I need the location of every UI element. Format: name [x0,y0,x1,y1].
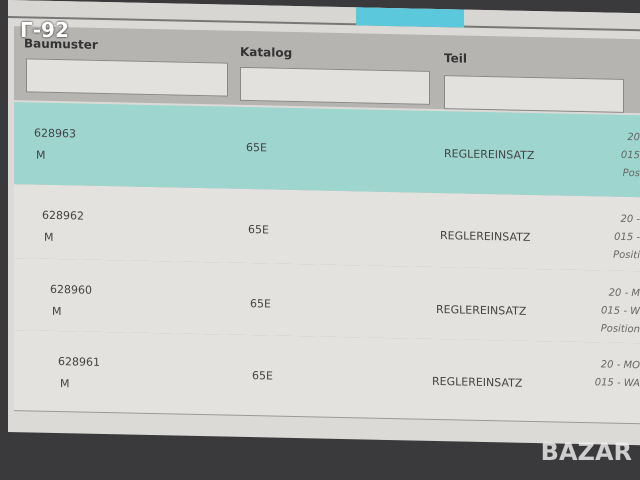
katalog-input[interactable] [240,66,430,105]
bazar-logo: BAZAR [540,438,632,466]
baumuster-input[interactable] [26,58,228,97]
meta-cell: 20 015 Pos [620,129,640,183]
baumuster-cell: 628960 [50,282,92,297]
table-row[interactable]: 628963 M 65E REGLEREINSATZ 20 015 Pos [14,102,640,199]
teil-input[interactable] [444,75,624,113]
meta-line: 015 - [614,231,640,244]
meta-line: 20 - M [608,287,640,300]
filter-label-katalog: Katalog [240,44,293,60]
baumuster-cell: 628963 [34,126,76,141]
meta-line: 20 [627,131,640,144]
watermark: Г-92 [20,18,69,42]
suffix-cell: M [52,304,62,319]
meta-line: Positi [613,249,640,262]
meta-cell: 20 - M 015 - W Position [592,284,640,339]
meta-cell: 20 - MO 015 - WA [578,356,640,393]
teil-cell: REGLEREINSATZ [444,147,535,163]
baumuster-cell: 628961 [58,355,100,369]
katalog-cell: 65E [248,223,269,237]
screen: Baumuster Katalog Teil 628963 M 65E REGL… [8,0,640,446]
meta-line: Position [600,323,640,336]
meta-cell: 20 - 015 - Positi [606,211,640,266]
table-row[interactable]: 628961 M 65E REGLEREINSATZ 20 - MO 015 - … [14,330,640,425]
meta-line: 20 - MO [600,359,640,372]
meta-line: 015 - WA [594,377,640,390]
suffix-cell: M [36,148,46,162]
meta-line: 20 - [620,213,640,226]
table-row[interactable]: 628962 M 65E REGLEREINSATZ 20 - 015 - Posi… [14,184,640,273]
tab-bar [8,0,640,32]
teil-cell: REGLEREINSATZ [432,374,523,390]
meta-line: 015 [620,149,640,162]
baumuster-cell: 628962 [42,208,84,223]
katalog-cell: 65E [252,369,273,383]
filter-label-teil: Teil [444,51,467,66]
tab-active[interactable] [356,7,464,28]
katalog-cell: 65E [250,297,271,311]
katalog-cell: 65E [246,140,267,155]
suffix-cell: M [44,230,54,244]
meta-line: 015 - W [601,305,640,318]
meta-line: Pos [622,167,640,180]
filter-panel: Baumuster Katalog Teil [14,26,640,114]
teil-cell: REGLEREINSATZ [436,302,527,318]
teil-cell: REGLEREINSATZ [440,229,531,244]
suffix-cell: M [60,377,70,391]
